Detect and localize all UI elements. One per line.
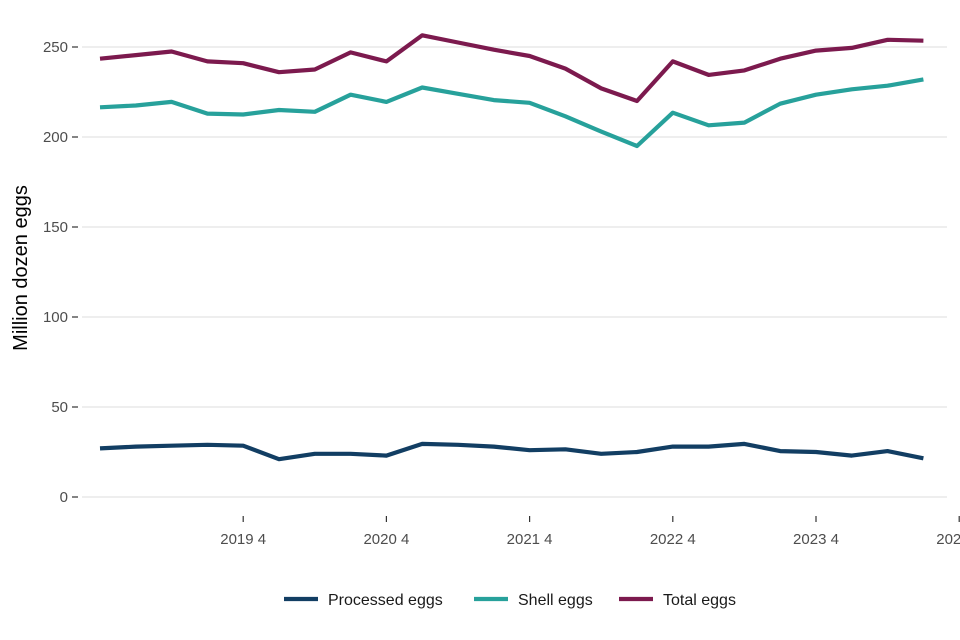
legend-label: Processed eggs (328, 592, 443, 609)
legend-item: Processed eggs (284, 592, 443, 609)
series-line-total-eggs (99, 33, 924, 104)
legend: Processed eggs Shell eggs Total eggs (284, 592, 736, 609)
y-axis-ticks: 0 50 100 150 200 250 (43, 39, 78, 506)
x-tick-label: 2020 4 (363, 531, 409, 548)
legend-label: Shell eggs (518, 592, 593, 609)
series-lines (99, 33, 924, 462)
x-tick-label: 2021 4 (507, 531, 553, 548)
y-tick-label: 250 (43, 39, 68, 56)
y-tick-label: 100 (43, 309, 68, 326)
y-tick-label: 0 (60, 489, 68, 506)
y-tick-label: 200 (43, 129, 68, 146)
legend-label: Total eggs (663, 592, 736, 609)
y-axis-title: Million dozen eggs (10, 185, 32, 351)
series-line-processed-eggs (99, 441, 924, 462)
x-tick-label: 2024 4 (936, 531, 960, 548)
y-tick-label: 150 (43, 219, 68, 236)
x-axis-ticks: 2019 4 2020 4 2021 4 2022 4 2023 4 2024 4 (220, 516, 960, 548)
series-line-shell-eggs (99, 77, 924, 149)
legend-item: Total eggs (619, 592, 736, 609)
x-tick-label: 2022 4 (650, 531, 696, 548)
legend-item: Shell eggs (474, 592, 593, 609)
x-tick-label: 2019 4 (220, 531, 266, 548)
gridlines (82, 46, 947, 498)
y-tick-label: 50 (51, 399, 68, 416)
x-tick-label: 2023 4 (793, 531, 839, 548)
